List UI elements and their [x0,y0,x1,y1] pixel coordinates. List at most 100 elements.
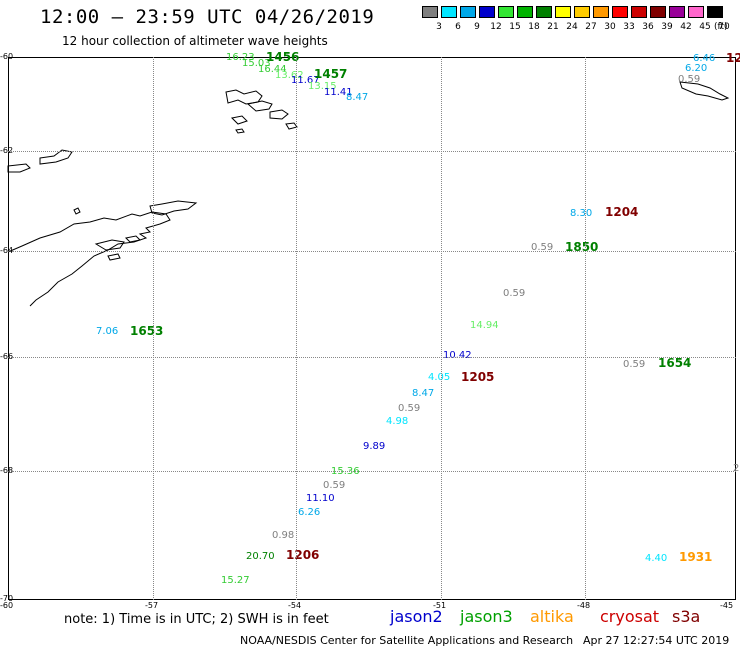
legend-swatch [441,6,457,18]
footnote: note: 1) Time is in UTC; 2) SWH is in fe… [64,612,329,627]
wave-height-reading: 11.67 [291,75,320,86]
island-outline [225,89,263,105]
longitude-label: -45 [720,601,734,610]
legend-label: 27 [585,22,597,32]
wave-height-reading: 0.98 [272,530,295,541]
credit-line: NOAA/NESDIS Center for Satellite Applica… [240,634,574,647]
satellite-s3a: s3a [672,607,701,626]
pass-time-label: 12 [726,51,740,65]
longitude-label: -51 [433,601,447,610]
latitude-label: -62 [0,146,14,155]
legend-swatch [498,6,514,18]
legend-label: 39 [661,22,673,32]
wave-height-reading: 0.59 [678,74,701,85]
latitude-label: -70 [0,594,14,603]
pass-time-label: 1456 [266,50,300,64]
legend-unit: (ft) [714,22,728,32]
legend-label: 70 [718,22,730,32]
legend-label: 36 [642,22,654,32]
wave-height-reading: 6.46 [693,53,716,64]
legend-swatch [707,6,723,18]
wave-height-reading: 16.44 [258,64,287,75]
longitude-gridline [153,57,154,600]
legend-label: 6 [455,22,461,32]
legend-swatch [631,6,647,18]
legend-swatch [460,6,476,18]
longitude-label: -57 [145,601,159,610]
legend-label: 30 [604,22,616,32]
satellite-jason2: jason2 [390,607,443,626]
latitude-gridline [8,357,736,358]
legend-swatch [536,6,552,18]
legend-swatch [517,6,533,18]
satellite-jason3: jason3 [460,607,513,626]
island-outline [679,81,730,101]
legend-label: 3 [436,22,442,32]
wave-height-reading: 8.30 [570,208,593,219]
wave-height-reading: 4.98 [386,416,409,427]
wave-height-reading: 0.59 [623,359,646,370]
legend-swatch [593,6,609,18]
island-outline [7,163,31,173]
legend-label: 21 [547,22,559,32]
map-subtitle: 12 hour collection of altimeter wave hei… [62,34,328,48]
legend-swatch [650,6,666,18]
island-outline [149,200,198,216]
wave-height-reading: 11.41 [324,87,353,98]
latitude-gridline [8,251,736,252]
pass-time-label: 1850 [565,240,599,254]
wave-height-reading: 7.06 [96,326,119,337]
pass-time-label: 1654 [658,356,692,370]
longitude-label: -54 [288,601,302,610]
latitude-label: -68 [0,466,14,475]
longitude-label: -48 [577,601,591,610]
wave-height-reading: 0.59 [503,288,526,299]
wave-height-reading: 14.94 [470,320,499,331]
wave-height-reading: 0.59 [531,242,554,253]
wave-height-reading: 15.03 [242,58,271,69]
wave-height-reading: 0.59 [398,403,421,414]
legend-label: 12 [490,22,502,32]
longitude-gridline [441,57,442,600]
wave-height-reading: 4.05 [428,372,451,383]
peninsula-outline [7,211,171,307]
latitude-label: -60 [0,52,14,61]
island-outline [235,128,245,134]
generated-timestamp: Apr 27 12:27:54 UTC 2019 [583,634,730,647]
island-outline [39,149,73,165]
legend-label: 24 [566,22,578,32]
latitude-gridline [8,151,736,152]
legend-swatch [422,6,438,18]
latitude-gridline [8,471,736,472]
legend-label: 18 [528,22,540,32]
wave-height-reading: 13.62 [275,70,304,81]
wave-height-reading: 8.47 [412,388,435,399]
pass-time-label: 1653 [130,324,164,338]
wave-height-reading: 16.23 [226,52,255,63]
legend-label: 9 [474,22,480,32]
island-outline [124,235,142,243]
island-outline [269,109,289,120]
island-outline [107,253,121,261]
island-outline [246,100,273,112]
wave-height-reading: 0.59 [323,480,346,491]
island-outline [285,122,298,130]
pass-time-label: 1206 [286,548,320,562]
longitude-gridline [296,57,297,600]
legend-label: 42 [680,22,692,32]
wave-height-reading: 15.27 [221,575,250,586]
island-outline [94,239,125,251]
wave-height-reading: 6.20 [685,63,708,74]
island-outline [73,207,81,215]
wave-height-reading: 6.26 [298,507,321,518]
longitude-gridline [585,57,586,600]
legend-label: 33 [623,22,635,32]
latitude-label: -66 [0,352,14,361]
legend-swatch [479,6,495,18]
wave-height-reading: 11.10 [306,493,335,504]
pass-time-label: 1931 [679,550,713,564]
wave-height-reading: 4.40 [645,553,668,564]
legend-label: 45 [699,22,711,32]
legend-swatch [555,6,571,18]
wave-height-reading: 9.89 [363,441,386,452]
